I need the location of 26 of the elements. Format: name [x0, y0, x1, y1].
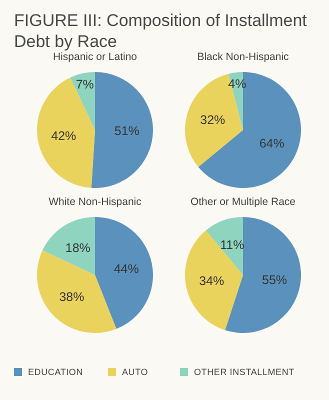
data-label: 38%: [59, 290, 84, 304]
pie-slice: [70, 72, 95, 130]
data-label: 7%: [76, 78, 94, 92]
legend-label: OTHER INSTALLMENT: [194, 367, 295, 377]
chart-title: FIGURE III: Composition of Installment Debt by Race: [14, 11, 308, 51]
pie-slice: [198, 72, 301, 188]
pie-slice: [185, 230, 243, 330]
data-label: 11%: [220, 238, 244, 252]
legend-label: EDUCATION: [28, 367, 84, 377]
pie-slice: [206, 217, 243, 275]
chart-subtitle: Hispanic or Latino: [52, 51, 138, 63]
pie-slice: [37, 78, 95, 188]
data-label: 34%: [199, 274, 224, 288]
data-label: 64%: [259, 136, 284, 151]
data-label: 51%: [114, 124, 140, 138]
data-label: 42%: [51, 128, 76, 143]
data-label: 44%: [114, 262, 139, 276]
legend-label: AUTO: [122, 367, 148, 377]
chart-subtitle: Black Non-Hispanic: [197, 51, 289, 63]
data-label: 55%: [262, 272, 288, 287]
pie-slice: [42, 217, 95, 275]
data-label: 32%: [200, 113, 226, 128]
pie-slice: [95, 217, 153, 329]
chart-subtitle: Other or Multiple Race: [190, 196, 296, 208]
data-label: 18%: [65, 241, 90, 256]
chart-subtitle: White Non-Hispanic: [48, 196, 142, 208]
